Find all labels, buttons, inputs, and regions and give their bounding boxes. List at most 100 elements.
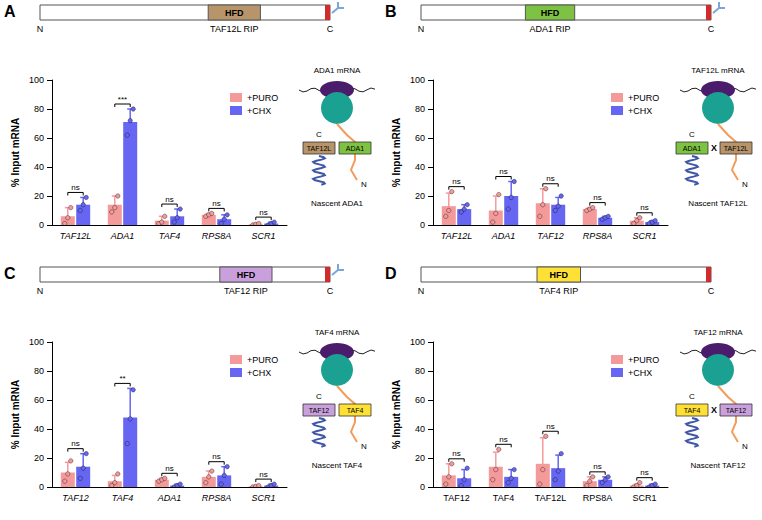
- svg-text:40: 40: [415, 424, 425, 434]
- svg-text:+CHX: +CHX: [628, 368, 652, 378]
- svg-text:SCR1: SCR1: [632, 231, 656, 241]
- svg-text:D: D: [385, 265, 397, 282]
- svg-text:TAF12L: TAF12L: [60, 231, 91, 241]
- svg-text:A: A: [4, 3, 16, 20]
- svg-text:Nascent TAF12L: Nascent TAF12L: [688, 199, 748, 208]
- svg-text:80: 80: [34, 366, 44, 376]
- svg-text:+PURO: +PURO: [247, 355, 278, 365]
- svg-text:N: N: [361, 180, 367, 189]
- svg-text:ns: ns: [452, 449, 460, 458]
- svg-text:20: 20: [415, 191, 425, 201]
- svg-text:C: C: [316, 392, 322, 401]
- svg-text:ns: ns: [71, 439, 79, 448]
- svg-text:RPS8A: RPS8A: [583, 231, 613, 241]
- svg-text:HFD: HFD: [225, 8, 244, 18]
- svg-text:Nascent TAF12: Nascent TAF12: [691, 461, 746, 470]
- svg-text:ns: ns: [546, 174, 554, 183]
- svg-text:TAF4: TAF4: [112, 493, 133, 503]
- svg-text:ns: ns: [593, 462, 601, 471]
- svg-text:100: 100: [410, 337, 425, 347]
- svg-text:100: 100: [29, 75, 44, 85]
- svg-text:% Input mRNA: % Input mRNA: [391, 118, 402, 187]
- svg-text:ns: ns: [165, 464, 173, 473]
- svg-text:C: C: [708, 24, 715, 34]
- svg-text:C: C: [689, 392, 695, 401]
- svg-text:**: **: [119, 374, 125, 383]
- svg-text:TAF12L: TAF12L: [535, 493, 566, 503]
- svg-text:HFD: HFD: [550, 270, 569, 280]
- svg-text:N: N: [37, 286, 44, 296]
- svg-text:TAF4 mRNA: TAF4 mRNA: [315, 328, 360, 337]
- svg-text:X: X: [711, 143, 717, 153]
- svg-text:TAF12L RIP: TAF12L RIP: [210, 24, 259, 34]
- svg-text:20: 20: [34, 453, 44, 463]
- svg-text:N: N: [418, 24, 425, 34]
- svg-text:ADA1: ADA1: [491, 231, 516, 241]
- svg-text:N: N: [361, 442, 367, 451]
- svg-text:0: 0: [39, 482, 44, 492]
- svg-text:TAF12: TAF12: [443, 493, 469, 503]
- svg-text:TAF12L: TAF12L: [307, 145, 331, 152]
- svg-text:B: B: [385, 3, 397, 20]
- svg-text:ADA1: ADA1: [110, 231, 135, 241]
- svg-text:ns: ns: [546, 422, 554, 431]
- svg-text:20: 20: [415, 453, 425, 463]
- svg-text:+PURO: +PURO: [628, 93, 659, 103]
- svg-text:80: 80: [34, 104, 44, 114]
- svg-text:TAF12L mRNA: TAF12L mRNA: [691, 66, 745, 75]
- svg-text:ns: ns: [71, 183, 79, 192]
- svg-text:C: C: [708, 286, 715, 296]
- svg-text:C: C: [4, 265, 16, 282]
- svg-text:+CHX: +CHX: [247, 106, 271, 116]
- svg-text:TAF12L: TAF12L: [724, 145, 748, 152]
- svg-text:80: 80: [415, 104, 425, 114]
- svg-text:40: 40: [34, 424, 44, 434]
- svg-text:80: 80: [415, 366, 425, 376]
- svg-text:TAF4: TAF4: [347, 407, 364, 414]
- svg-text:60: 60: [34, 133, 44, 143]
- svg-text:0: 0: [39, 220, 44, 230]
- svg-text:100: 100: [29, 337, 44, 347]
- svg-text:% Input mRNA: % Input mRNA: [10, 380, 21, 449]
- svg-text:ns: ns: [593, 193, 601, 202]
- svg-text:ns: ns: [499, 435, 507, 444]
- svg-text:SCR1: SCR1: [632, 493, 656, 503]
- svg-text:N: N: [37, 24, 44, 34]
- svg-text:C: C: [327, 24, 334, 34]
- svg-text:60: 60: [415, 395, 425, 405]
- svg-text:ns: ns: [165, 195, 173, 204]
- svg-text:ns: ns: [640, 468, 648, 477]
- svg-text:TAF4 RIP: TAF4 RIP: [539, 286, 578, 296]
- svg-text:C: C: [316, 130, 322, 139]
- svg-text:SCR1: SCR1: [251, 231, 275, 241]
- svg-text:HFD: HFD: [237, 270, 256, 280]
- svg-text:ns: ns: [259, 470, 267, 479]
- svg-text:TAF12: TAF12: [726, 407, 747, 414]
- svg-text:ADA1: ADA1: [157, 493, 182, 503]
- svg-text:TAF12 RIP: TAF12 RIP: [224, 286, 268, 296]
- svg-text:+CHX: +CHX: [628, 106, 652, 116]
- svg-text:C: C: [689, 130, 695, 139]
- svg-text:+PURO: +PURO: [247, 93, 278, 103]
- svg-text:60: 60: [34, 395, 44, 405]
- svg-text:N: N: [742, 442, 748, 451]
- svg-text:0: 0: [420, 482, 425, 492]
- svg-text:20: 20: [34, 191, 44, 201]
- svg-text:***: ***: [118, 95, 127, 104]
- svg-text:TAF4: TAF4: [493, 493, 514, 503]
- svg-text:% Input mRNA: % Input mRNA: [391, 380, 402, 449]
- svg-text:ns: ns: [452, 177, 460, 186]
- svg-text:60: 60: [415, 133, 425, 143]
- svg-text:TAF4: TAF4: [159, 231, 180, 241]
- svg-text:ADA1: ADA1: [683, 145, 701, 152]
- svg-text:X: X: [711, 405, 717, 415]
- svg-text:TAF12: TAF12: [537, 231, 563, 241]
- svg-text:C: C: [327, 286, 334, 296]
- svg-text:100: 100: [410, 75, 425, 85]
- svg-text:% Input mRNA: % Input mRNA: [10, 118, 21, 187]
- svg-text:+PURO: +PURO: [628, 355, 659, 365]
- svg-text:ADA1 mRNA: ADA1 mRNA: [314, 66, 361, 75]
- svg-text:0: 0: [420, 220, 425, 230]
- svg-text:RPS8A: RPS8A: [202, 493, 232, 503]
- svg-text:RPS8A: RPS8A: [202, 231, 232, 241]
